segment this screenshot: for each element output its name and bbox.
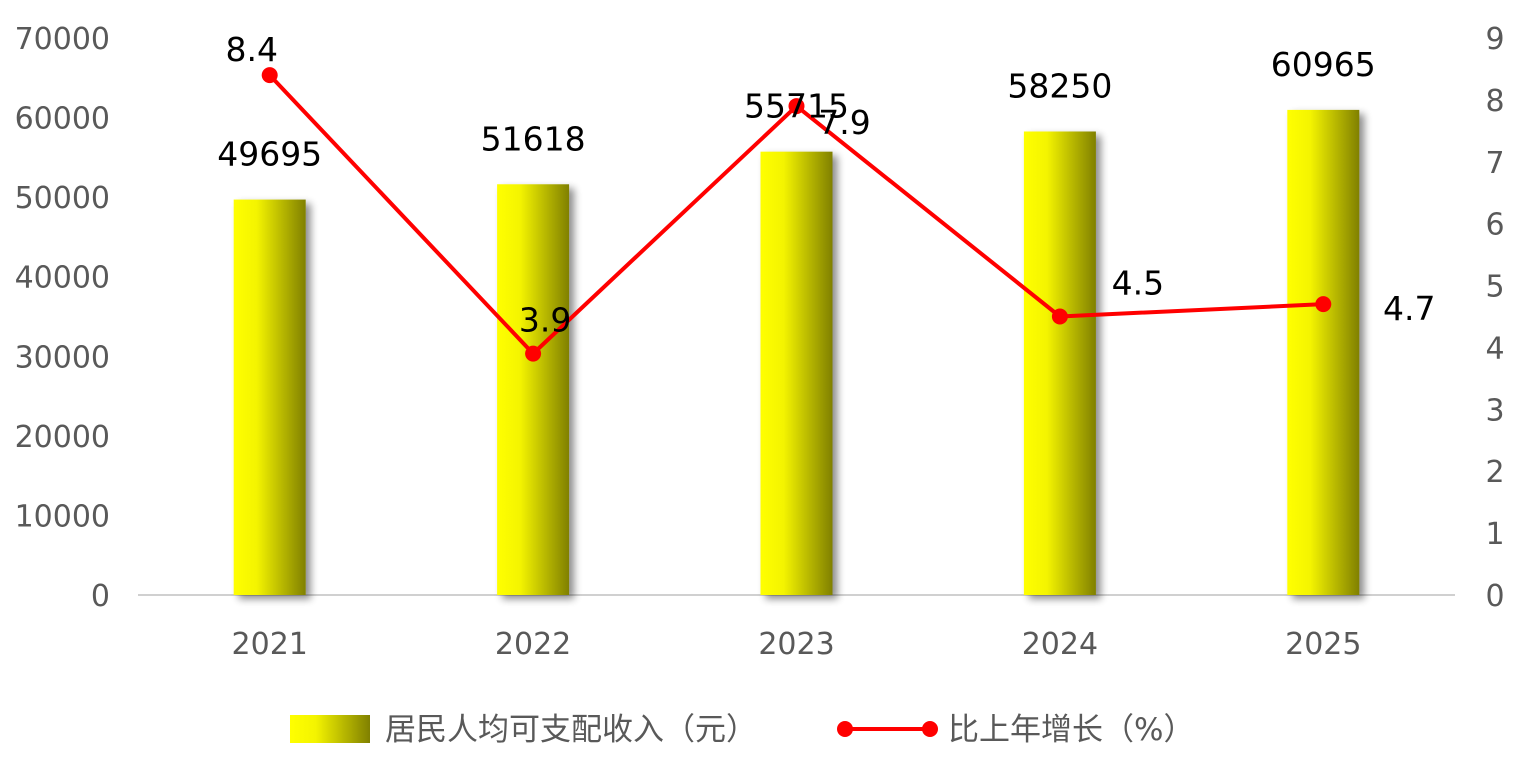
bar — [1287, 109, 1360, 595]
y-left-tick-label: 40000 — [15, 261, 110, 296]
y-left-tick-label: 60000 — [15, 102, 110, 137]
y-right-tick-label: 4 — [1485, 331, 1504, 366]
bar-data-label: 55715 — [744, 87, 849, 126]
y-left-tick-label: 70000 — [15, 22, 110, 57]
x-tick-label: 2023 — [758, 627, 834, 662]
y-left-tick-label: 10000 — [15, 499, 110, 534]
y-right-tick-label: 7 — [1485, 146, 1504, 181]
legend: 居民人均可支配收入（元） 比上年增长（%） — [290, 712, 1194, 748]
line-data-label: 4.5 — [1112, 264, 1164, 303]
legend-bar-label: 居民人均可支配收入（元） — [385, 712, 757, 748]
bar — [233, 199, 306, 596]
x-tick-label: 2025 — [1285, 627, 1361, 662]
legend-line-marker — [922, 721, 938, 737]
legend-line-marker — [837, 721, 853, 737]
bar-data-label: 51618 — [481, 119, 586, 158]
legend-bar-swatch — [290, 715, 370, 743]
line-data-label: 3.9 — [519, 301, 571, 340]
y-left-tick-label: 20000 — [15, 420, 110, 455]
y-left-tick-label: 30000 — [15, 340, 110, 375]
y-right-tick-label: 5 — [1485, 270, 1504, 305]
x-tick-label: 2022 — [495, 627, 571, 662]
bar-data-label: 49695 — [217, 135, 322, 174]
y-right-tick-label: 8 — [1485, 84, 1504, 119]
line-data-label: 8.4 — [225, 30, 277, 69]
y-right-tick-label: 1 — [1485, 517, 1504, 552]
growth-point — [1051, 308, 1068, 325]
y-right-tick-label: 9 — [1485, 22, 1504, 57]
bar — [1023, 131, 1096, 595]
y-right-tick-label: 6 — [1485, 208, 1504, 243]
x-tick-label: 2024 — [1022, 627, 1098, 662]
bar-data-label: 58250 — [1007, 66, 1112, 105]
growth-point — [1315, 296, 1332, 313]
y-right-tick-label: 2 — [1485, 455, 1504, 490]
y-right-tick-label: 3 — [1485, 393, 1504, 428]
y-left-tick-label: 50000 — [15, 181, 110, 216]
line-data-label: 4.7 — [1383, 289, 1435, 328]
bar — [760, 151, 833, 595]
x-tick-label: 2021 — [232, 627, 308, 662]
growth-point — [261, 67, 278, 84]
bar — [497, 184, 570, 596]
legend-line-label: 比上年增长（%） — [948, 712, 1194, 748]
line-data-label: 7.9 — [818, 103, 870, 142]
growth-point — [788, 98, 805, 115]
growth-point — [525, 345, 542, 362]
y-right-tick-label: 0 — [1485, 579, 1504, 614]
y-left-tick-label: 0 — [91, 579, 110, 614]
bar-data-label: 60965 — [1271, 45, 1376, 84]
